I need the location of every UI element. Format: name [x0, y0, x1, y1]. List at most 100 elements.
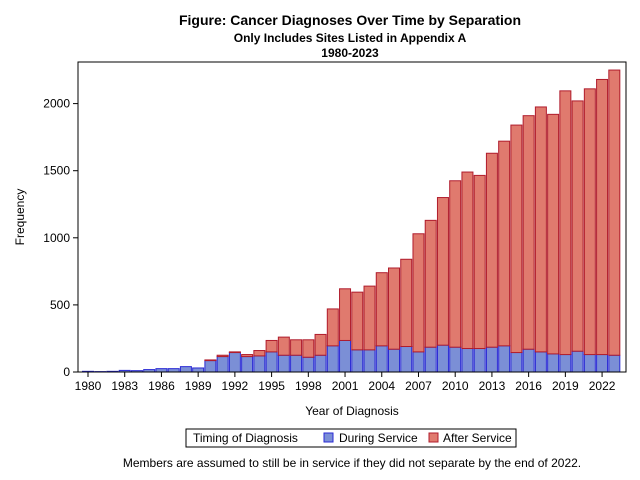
x-tick-label: 1998 [295, 379, 322, 393]
bar-during-2012 [473, 348, 486, 373]
bar-during-2007 [412, 351, 425, 373]
bar-after-2006 [400, 258, 413, 348]
bar-during-2003 [363, 349, 376, 373]
y-tick-label: 1500 [43, 164, 70, 178]
bar-during-2016 [522, 348, 535, 373]
legend-label-after: After Service [443, 431, 512, 445]
bar-after-1994 [253, 350, 266, 357]
bar-after-2002 [351, 291, 364, 351]
bar-after-1996 [277, 336, 290, 356]
x-tick-label: 1986 [148, 379, 175, 393]
x-tick-label: 2016 [515, 379, 542, 393]
bar-after-2014 [498, 140, 511, 347]
bar-during-1999 [314, 354, 327, 373]
bar-after-2004 [375, 272, 388, 347]
bar-after-1998 [302, 339, 315, 358]
x-tick-label: 2022 [589, 379, 616, 393]
x-tick-label: 1989 [185, 379, 212, 393]
bar-after-2015 [510, 124, 523, 354]
y-tick-label: 1000 [43, 231, 70, 245]
x-tick-label: 2004 [368, 379, 395, 393]
bar-after-2011 [461, 171, 474, 350]
legend-label-during: During Service [339, 431, 418, 445]
bar-during-2014 [498, 345, 511, 373]
bar-after-2022 [596, 78, 609, 356]
bar-during-1995 [265, 351, 278, 373]
bar-after-2012 [473, 174, 486, 350]
bar-after-2008 [424, 219, 437, 348]
bar-during-2021 [583, 354, 596, 373]
bar-after-2001 [339, 288, 352, 341]
legend-swatch-after [428, 432, 439, 443]
bar-during-1987 [167, 368, 180, 373]
bar-after-1993 [241, 354, 254, 358]
chart-subtitle-years: 1980-2023 [321, 46, 379, 60]
x-tick-label: 2007 [405, 379, 432, 393]
bar-after-1990 [204, 359, 217, 362]
y-tick-label: 2000 [43, 97, 70, 111]
x-tick-label: 2013 [479, 379, 506, 393]
bar-during-2002 [351, 349, 364, 373]
bar-during-2023 [608, 354, 621, 373]
bar-after-2003 [363, 285, 376, 351]
x-tick-label: 2019 [552, 379, 579, 393]
bar-during-1991 [216, 356, 229, 373]
bar-after-1995 [265, 339, 278, 353]
bar-after-1991 [216, 354, 229, 358]
x-tick-label: 1983 [111, 379, 138, 393]
bar-after-2018 [547, 113, 560, 355]
bar-during-2020 [571, 350, 584, 373]
bar-during-1998 [302, 356, 315, 373]
bar-during-2008 [424, 346, 437, 373]
x-tick-label: 1992 [222, 379, 249, 393]
bar-after-2017 [534, 106, 547, 353]
bar-after-2021 [583, 88, 596, 356]
bar-after-2013 [485, 152, 498, 348]
bar-during-2009 [436, 344, 449, 373]
bar-after-2016 [522, 115, 535, 350]
x-axis-label: Year of Diagnosis [305, 404, 399, 418]
y-tick-label: 0 [63, 365, 70, 379]
bar-during-1997 [290, 354, 303, 373]
bar-after-2009 [436, 197, 449, 346]
x-tick-label: 1995 [258, 379, 285, 393]
bars-group [82, 69, 621, 373]
x-tick-label: 1980 [75, 379, 102, 393]
bar-during-2006 [400, 346, 413, 373]
bar-during-1988 [179, 366, 192, 373]
footnote: Members are assumed to still be in servi… [123, 456, 581, 470]
bar-during-1996 [277, 354, 290, 373]
bar-after-2010 [449, 180, 462, 348]
bar-after-2023 [608, 69, 621, 356]
bar-during-2013 [485, 346, 498, 373]
bar-after-2019 [559, 90, 572, 356]
bar-after-2000 [326, 308, 339, 347]
bar-during-1989 [192, 367, 205, 373]
bar-during-2017 [534, 351, 547, 373]
bar-after-2007 [412, 233, 425, 353]
bar-during-2022 [596, 354, 609, 373]
x-tick-label: 2010 [442, 379, 469, 393]
bar-during-2015 [510, 352, 523, 373]
bar-during-1994 [253, 355, 266, 373]
legend: Timing of Diagnosis During Service After… [185, 428, 517, 448]
legend-title: Timing of Diagnosis [193, 431, 298, 445]
bar-during-2001 [339, 339, 352, 373]
bar-during-2011 [461, 348, 474, 373]
axes-group: 0 500 1000 1500 2000 1980 1983 1986 1989 1992 1995… [43, 97, 615, 393]
bar-during-2004 [375, 345, 388, 373]
bar-during-1986 [155, 368, 168, 373]
y-tick-label: 500 [50, 298, 70, 312]
bar-during-1992 [228, 352, 241, 373]
chart-title: Figure: Cancer Diagnoses Over Time by Se… [179, 12, 521, 28]
bar-after-2020 [571, 100, 584, 352]
bar-during-2005 [388, 348, 400, 373]
bar-after-2005 [388, 267, 400, 350]
x-tick-label: 2001 [332, 379, 359, 393]
bar-during-1993 [241, 356, 254, 373]
bar-after-1997 [290, 339, 303, 356]
chart-subtitle: Only Includes Sites Listed in Appendix A [234, 31, 467, 45]
bar-during-2018 [547, 353, 560, 373]
